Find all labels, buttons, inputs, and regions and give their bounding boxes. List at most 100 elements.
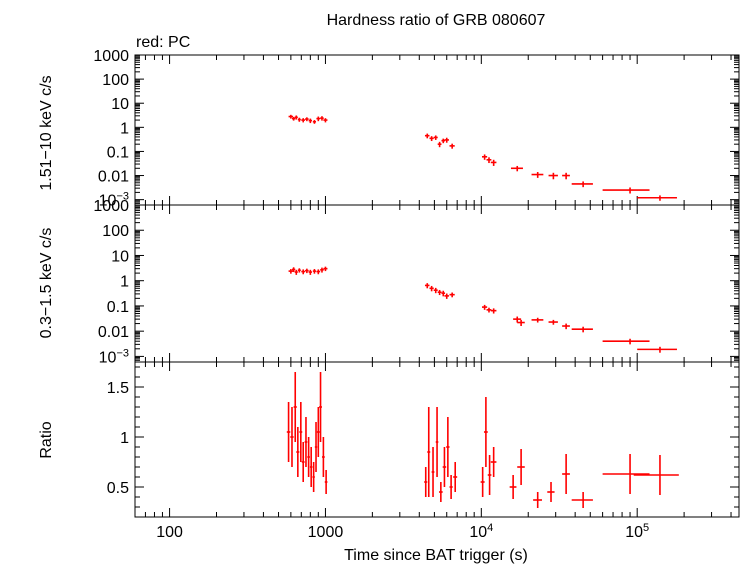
data-point	[449, 143, 455, 149]
data-point	[316, 407, 320, 457]
data-point	[424, 467, 428, 497]
data-point	[305, 268, 309, 274]
data-point	[304, 417, 308, 467]
data-point	[307, 437, 310, 477]
data-point	[444, 293, 449, 299]
data-point	[548, 319, 558, 325]
y-tick-label: 100	[102, 72, 129, 89]
data-point	[312, 269, 317, 274]
data-point	[314, 422, 318, 472]
data-point	[301, 118, 306, 123]
y-tick-label: 1	[120, 120, 129, 137]
data-point	[602, 454, 650, 494]
panel-middle-soft-band: 1000 100 10 1 0.1 0.01 10−3	[93, 198, 740, 366]
data-point	[562, 323, 570, 330]
data-point	[297, 117, 301, 122]
data-point	[301, 442, 305, 482]
data-point	[517, 319, 525, 327]
data-point	[483, 397, 488, 467]
data-point	[324, 470, 328, 494]
data-point	[308, 269, 313, 275]
data-point	[490, 159, 497, 166]
data-point	[510, 165, 523, 172]
data-point	[305, 117, 309, 122]
data-point	[312, 462, 315, 492]
data-point	[487, 455, 492, 495]
y-tick-label: 1000	[93, 48, 129, 65]
data-point	[320, 267, 324, 273]
data-point	[296, 427, 300, 477]
data-point	[633, 455, 679, 495]
y-tick-label: 100	[102, 223, 129, 240]
data-point	[319, 372, 322, 442]
mode-label: red: PC	[136, 34, 190, 51]
data-point	[441, 290, 446, 297]
data-point	[323, 266, 328, 272]
data-point	[509, 475, 517, 499]
data-point	[444, 137, 449, 143]
data-point	[446, 417, 450, 477]
data-point	[323, 118, 328, 123]
data-point	[293, 372, 297, 442]
data-point	[431, 447, 435, 497]
data-point	[433, 287, 438, 294]
data-point	[481, 154, 488, 160]
data-point	[571, 181, 593, 188]
data-point	[424, 283, 430, 289]
data-point	[562, 454, 570, 494]
data-point	[438, 482, 443, 502]
data-point	[301, 269, 306, 275]
data-point	[286, 402, 291, 462]
middle-y-axis-label: 0.3−1.5 keV c/s	[38, 228, 55, 339]
plot-frame	[134, 361, 740, 518]
data-point	[321, 437, 325, 477]
y-tick-label: 10	[111, 248, 129, 265]
data-point	[316, 116, 321, 122]
data-point	[571, 326, 593, 333]
plot-frame	[134, 204, 740, 363]
panel-bottom-ratio: 1.5 1 0.5 100 1000 104 105	[107, 361, 740, 541]
data-point	[424, 133, 430, 139]
x-axis-label: Time since BAT trigger (s)	[344, 547, 528, 564]
panel-top-hard-band: 1000 100 10 1 0.1 0.01 10−3	[93, 48, 740, 210]
data-point	[571, 492, 593, 508]
plot-frame	[134, 54, 740, 206]
y-tick-label: 10	[111, 96, 129, 113]
data-point	[437, 141, 442, 148]
data-point	[291, 267, 296, 273]
x-tick-label: 100	[156, 524, 183, 541]
data-point	[602, 338, 650, 345]
data-point	[637, 195, 677, 201]
data-point	[309, 447, 313, 487]
x-tick-label: 105	[625, 522, 649, 541]
data-point	[429, 136, 434, 142]
data-point	[320, 116, 324, 121]
data-point	[441, 138, 446, 144]
y-tick-label: 10−3	[99, 347, 129, 366]
y-tick-label: 1	[120, 274, 129, 291]
data-point	[548, 172, 558, 180]
y-tick-label: 0.1	[107, 144, 129, 161]
data-point	[297, 268, 301, 273]
data-point	[513, 316, 522, 323]
y-tick-label: 1.5	[107, 380, 129, 397]
y-tick-label: 0.1	[107, 299, 129, 316]
data-point	[437, 289, 442, 296]
data-point	[531, 172, 544, 178]
data-point	[442, 447, 447, 487]
data-point	[294, 115, 298, 120]
data-point	[449, 292, 455, 298]
data-point	[308, 118, 313, 124]
data-point	[449, 475, 453, 499]
data-point	[453, 462, 458, 492]
y-tick-label: 1000	[93, 198, 129, 215]
data-point	[288, 269, 294, 274]
y-tick-label: 0.5	[107, 480, 129, 497]
data-point	[562, 172, 570, 180]
x-tick-label: 1000	[308, 524, 344, 541]
data-point	[531, 317, 544, 323]
data-point	[429, 285, 434, 292]
data-point	[602, 187, 650, 194]
y-tick-label: 1	[120, 430, 129, 447]
